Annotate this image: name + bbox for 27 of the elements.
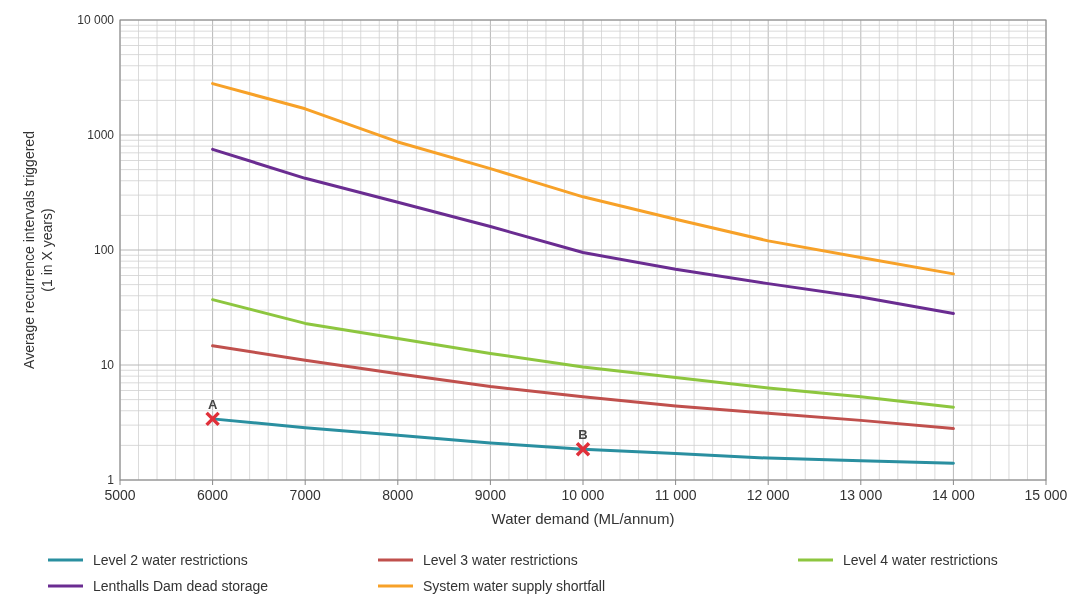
y-tick-label: 10 <box>100 358 115 372</box>
x-axis-title: Water demand (ML/annum) <box>491 510 675 527</box>
x-tick-label: 6000 <box>197 487 229 503</box>
x-tick-label: 15 000 <box>1024 487 1068 503</box>
line-series <box>211 82 955 276</box>
x-tick-label: 11 000 <box>654 487 697 503</box>
line-series <box>211 147 955 316</box>
x-tick-label: 8000 <box>382 487 414 503</box>
x-tick-label: 7000 <box>289 487 321 503</box>
x-tick-label: 13 000 <box>839 487 883 503</box>
legend-label: Level 4 water restrictions <box>843 552 998 568</box>
y-tick-label: 1000 <box>87 128 115 142</box>
legend-label: Level 3 water restrictions <box>423 552 578 568</box>
y-axis-title: Average recurrence intervals triggered (1 in X years) <box>21 131 55 369</box>
x-tick-label: 12 000 <box>746 487 790 503</box>
x-tick-label: 5000 <box>104 487 136 503</box>
annotation: B <box>578 427 588 443</box>
x-tick-label: 9000 <box>474 487 507 503</box>
y-tick-label: 1 <box>107 473 115 487</box>
y-tick-label: 10 000 <box>77 13 115 27</box>
y-tick-label: 100 <box>93 243 115 257</box>
legend-label: Lenthalls Dam dead storage <box>93 578 269 594</box>
x-tick-label: 14 000 <box>931 487 976 503</box>
legend-label: Level 2 water restrictions <box>93 552 248 568</box>
annotation: A <box>207 396 218 412</box>
x-tick-label: 10 000 <box>561 487 605 503</box>
legend-label: System water supply shortfall <box>423 578 606 594</box>
